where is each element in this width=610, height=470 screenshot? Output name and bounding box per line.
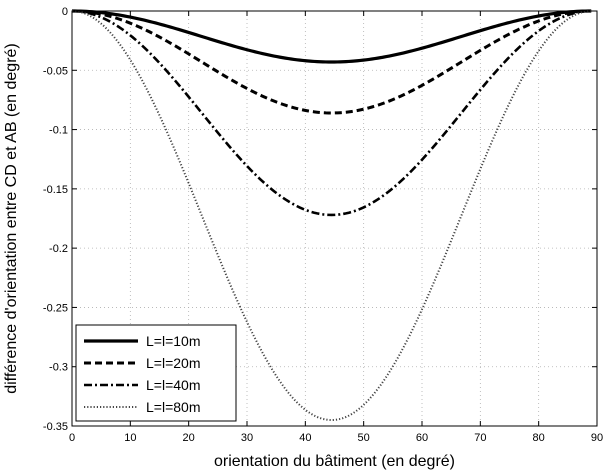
y-tick-label: -0.05: [43, 65, 68, 77]
y-tick-label: -0.35: [43, 421, 68, 433]
series-line-l-l-40m: [71, 9, 592, 217]
x-tick-label: 50: [358, 432, 370, 444]
x-tick-label: 60: [416, 432, 428, 444]
legend-label: L=l=40m: [146, 377, 200, 393]
series-line-l-l-10m: [71, 9, 592, 64]
x-axis-label: orientation du bâtiment (en degré): [214, 453, 455, 470]
y-tick-label: -0.2: [49, 243, 68, 255]
legend-label: L=l=20m: [146, 355, 200, 371]
y-axis-label: différence d'orientation entre CD et AB …: [3, 43, 20, 394]
plot-frame: [71, 10, 598, 427]
x-tick-label: 70: [474, 432, 486, 444]
y-tick-label: -0.25: [43, 302, 68, 314]
x-tick-label: 80: [533, 432, 545, 444]
series-line-l-l-20m: [71, 9, 592, 115]
legend-box: [75, 324, 237, 422]
y-tick-label: -0.1: [49, 125, 68, 137]
x-tick-label: 20: [183, 432, 195, 444]
y-tick-label: 0: [62, 6, 68, 18]
y-tick-label: -0.15: [43, 184, 68, 196]
series-lines: [71, 9, 592, 422]
axis-ticks: 0 10 20 30 40 50 60 70 80 90 0 -0.05 -0.1 -0.15 -0.2 -0…: [43, 6, 603, 444]
legend-label: L=l=10m: [146, 333, 200, 349]
x-tick-label: 30: [241, 432, 253, 444]
x-tick-label: 0: [69, 432, 75, 444]
x-tick-label: 40: [299, 432, 311, 444]
y-tick-label: -0.3: [49, 362, 68, 374]
legend: L=l=10m L=l=20m L=l=40m L=l=80m: [75, 324, 237, 422]
x-tick-label: 90: [591, 432, 603, 444]
x-tick-label: 10: [124, 432, 136, 444]
legend-label: L=l=80m: [146, 399, 200, 415]
